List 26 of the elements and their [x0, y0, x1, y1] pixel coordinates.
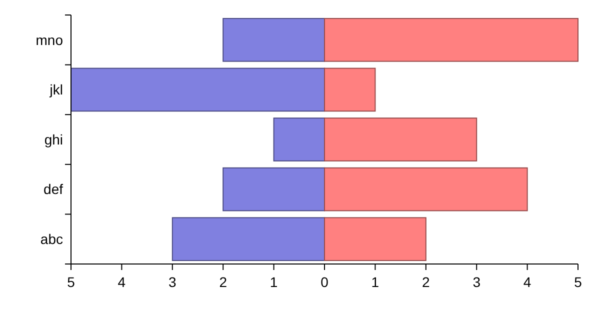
y-tick-label: jkl [48, 82, 63, 98]
bar [273, 118, 325, 162]
y-tick-label: def [44, 181, 64, 198]
x-tick-label: 3 [472, 274, 481, 290]
x-tick-label: 1 [270, 274, 278, 290]
bar [324, 217, 426, 262]
x-tick-label: 5 [67, 274, 76, 290]
bar [324, 68, 376, 112]
x-tick-label: 4 [523, 274, 532, 290]
y-tick-label: abc [40, 231, 63, 247]
bar [222, 167, 325, 212]
x-tick-label: 3 [168, 274, 176, 290]
y-tick-label: mno [36, 32, 64, 48]
bar [172, 217, 325, 262]
bar [70, 68, 325, 112]
bar [324, 167, 528, 212]
bar [324, 18, 578, 62]
x-tick-label: 2 [219, 274, 228, 290]
x-tick-label: 1 [371, 274, 380, 290]
bar [324, 118, 478, 162]
bar [222, 18, 325, 62]
y-tick-label: ghi [44, 131, 63, 148]
x-tick-label: 5 [574, 274, 582, 290]
x-tick-label: 4 [118, 274, 126, 290]
x-tick-label: 2 [422, 274, 430, 290]
x-tick-label: 0 [320, 274, 329, 290]
